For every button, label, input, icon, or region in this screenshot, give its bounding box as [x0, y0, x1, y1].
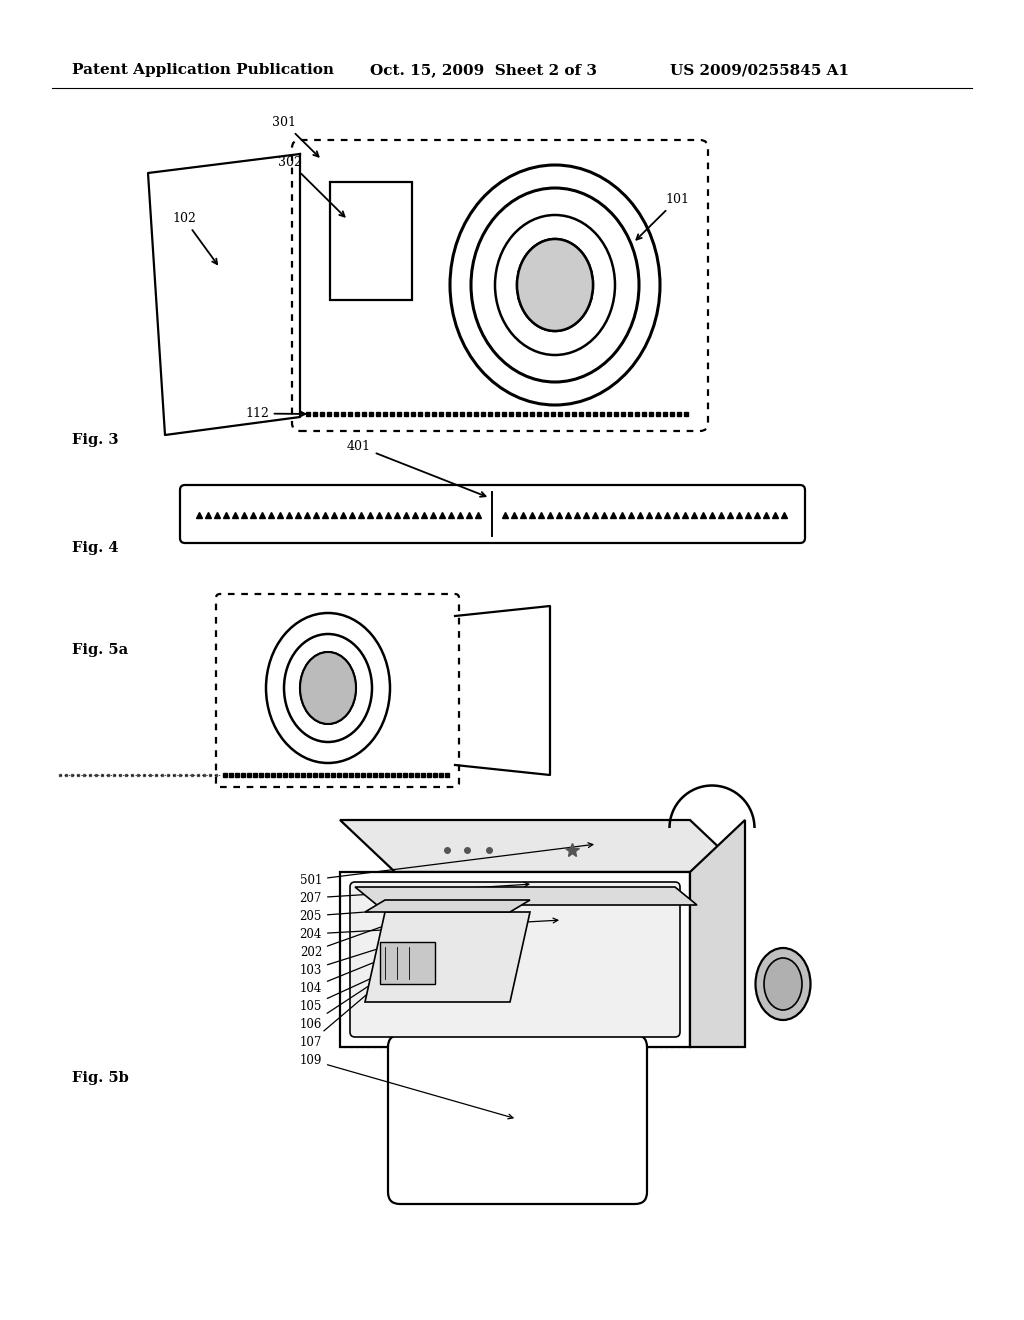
Text: 105: 105	[300, 964, 403, 1012]
Text: 202: 202	[300, 908, 433, 958]
Text: 205: 205	[300, 900, 499, 923]
Bar	[330, 182, 412, 300]
Text: Fig. 5b: Fig. 5b	[72, 1071, 129, 1085]
Polygon shape	[365, 912, 530, 1002]
Ellipse shape	[450, 165, 660, 405]
Ellipse shape	[471, 187, 639, 381]
Text: 106: 106	[300, 974, 386, 1031]
Text: 204: 204	[300, 919, 558, 940]
Ellipse shape	[756, 948, 811, 1020]
Ellipse shape	[517, 239, 593, 331]
Text: 104: 104	[300, 948, 409, 994]
Text: US 2009/0255845 A1: US 2009/0255845 A1	[670, 63, 849, 77]
FancyBboxPatch shape	[292, 140, 708, 432]
Polygon shape	[340, 873, 690, 1047]
Polygon shape	[355, 887, 697, 906]
Text: 401: 401	[347, 440, 485, 496]
Text: 107: 107	[300, 982, 382, 1048]
Text: 103: 103	[300, 928, 443, 977]
Ellipse shape	[517, 239, 593, 331]
Text: 102: 102	[172, 213, 217, 264]
Text: Fig. 5a: Fig. 5a	[72, 643, 128, 657]
Text: Patent Application Publication: Patent Application Publication	[72, 63, 334, 77]
Text: Oct. 15, 2009  Sheet 2 of 3: Oct. 15, 2009 Sheet 2 of 3	[370, 63, 597, 77]
Text: Fig. 3: Fig. 3	[72, 433, 119, 447]
Polygon shape	[340, 820, 745, 873]
Ellipse shape	[764, 958, 802, 1010]
Ellipse shape	[266, 612, 390, 763]
Text: 301: 301	[272, 116, 318, 157]
Polygon shape	[365, 900, 530, 912]
FancyBboxPatch shape	[180, 484, 805, 543]
Polygon shape	[690, 820, 745, 1047]
Text: Fig. 4: Fig. 4	[72, 541, 119, 554]
FancyBboxPatch shape	[350, 882, 680, 1038]
Ellipse shape	[284, 634, 372, 742]
Text: 101: 101	[636, 193, 689, 240]
Ellipse shape	[495, 215, 615, 355]
Ellipse shape	[300, 652, 356, 723]
Text: 109: 109	[300, 1053, 513, 1119]
FancyBboxPatch shape	[388, 1035, 647, 1204]
Text: 501: 501	[300, 842, 593, 887]
Bar	[380, 942, 435, 983]
FancyBboxPatch shape	[216, 594, 459, 787]
Text: 207: 207	[300, 882, 528, 904]
Ellipse shape	[300, 652, 356, 723]
Text: 302: 302	[278, 156, 345, 216]
Text: 112: 112	[245, 407, 305, 420]
